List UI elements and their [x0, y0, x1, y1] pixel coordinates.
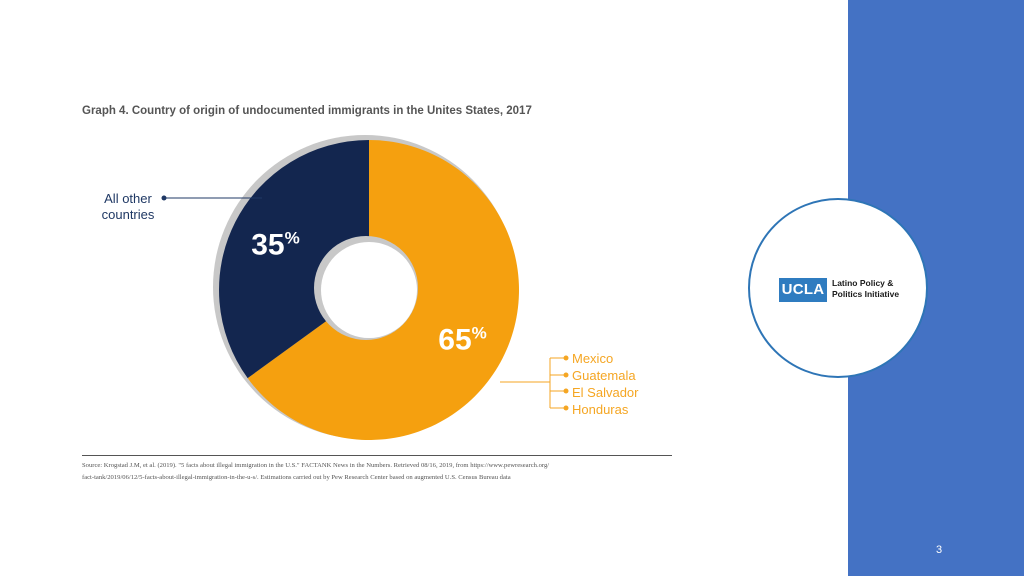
- donut-value-label-0: 65%: [438, 324, 487, 357]
- lppi-line-2: Politics Initiative: [832, 289, 900, 299]
- leader-dot-other: [161, 195, 167, 201]
- ucla-logo: UCLA: [779, 278, 827, 302]
- country-guatemala: Guatemala: [572, 368, 636, 383]
- country-mexico: Mexico: [572, 351, 614, 366]
- country-bracket: [500, 357, 566, 409]
- source-line-2: fact-tank/2019/06/12/5-facts-about-illeg…: [82, 474, 511, 481]
- donut-slice-1: [219, 140, 369, 379]
- label-all-other-countries: All other countries: [96, 191, 160, 223]
- donut-group: 65% 35%: [213, 135, 519, 441]
- lppi-line-1: Latino Policy &: [832, 278, 894, 288]
- donut-value-label-1: 35%: [251, 228, 300, 261]
- country-el-salvador: El Salvador: [572, 385, 639, 400]
- source-divider: [82, 455, 672, 456]
- lppi-logo-text: Latino Policy & Politics Initiative: [832, 278, 918, 300]
- country-list: Mexico Guatemala El Salvador Honduras: [572, 350, 638, 418]
- country-bracket-dots: [563, 355, 569, 411]
- logo-circle: UCLA Latino Policy & Politics Initiative: [748, 198, 928, 378]
- page-number: 3: [936, 544, 943, 556]
- donut-hole: [321, 242, 417, 338]
- source-line-1: Source: Krogstad J.M, et al. (2019). "5 …: [82, 462, 550, 469]
- label-other-line-2: countries: [101, 207, 155, 222]
- chart-title: Graph 4. Country of origin of undocument…: [82, 105, 532, 117]
- source-note: Source: Krogstad J.M, et al. (2019). "5 …: [82, 460, 682, 484]
- country-honduras: Honduras: [572, 402, 629, 417]
- label-other-line-1: All other: [104, 191, 152, 206]
- donut-slice-0: [247, 140, 519, 441]
